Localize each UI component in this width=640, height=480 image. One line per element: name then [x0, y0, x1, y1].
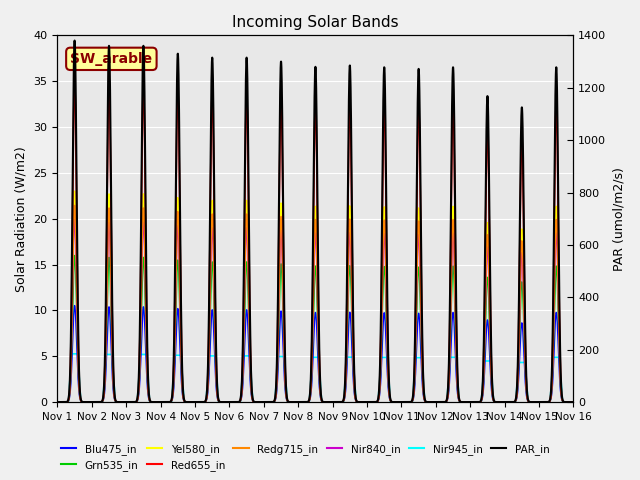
Title: Incoming Solar Bands: Incoming Solar Bands [232, 15, 399, 30]
Blu475_in [164, 399, 172, 405]
Blu475_in [387, 398, 394, 404]
Line: Nir840_in: Nir840_in [58, 220, 573, 402]
Nir840_in [460, 399, 468, 405]
Nir840_in [387, 398, 394, 404]
Blu475_in [460, 399, 468, 405]
Nir945_in [54, 399, 61, 405]
Redg715_in [570, 399, 577, 405]
Redg715_in [159, 399, 166, 405]
Nir840_in [570, 399, 577, 405]
Grn535_in [159, 399, 166, 405]
Y-axis label: PAR (umol/m2/s): PAR (umol/m2/s) [612, 167, 625, 271]
Grn535_in [71, 252, 79, 258]
Red655_in [54, 399, 61, 405]
Redg715_in [460, 399, 468, 405]
Nir840_in [159, 399, 166, 405]
Red655_in [71, 77, 79, 83]
Redg715_in [54, 399, 61, 405]
Grn535_in [164, 399, 172, 405]
Line: Red655_in: Red655_in [58, 80, 573, 402]
Nir840_in [247, 376, 255, 382]
Blu475_in [247, 385, 255, 391]
Blu475_in [159, 399, 166, 405]
Nir840_in [54, 399, 61, 405]
PAR_in [71, 38, 79, 44]
Line: Grn535_in: Grn535_in [58, 255, 573, 402]
PAR_in [460, 399, 468, 405]
Nir945_in [460, 399, 468, 405]
Redg715_in [164, 399, 172, 405]
Yel580_in [460, 399, 468, 405]
Yel580_in [159, 399, 166, 405]
Yel580_in [54, 399, 61, 405]
Nir945_in [247, 367, 255, 372]
Line: Yel580_in: Yel580_in [58, 191, 573, 402]
Red655_in [247, 359, 255, 364]
Red655_in [159, 399, 166, 405]
Grn535_in [460, 399, 468, 405]
Redg715_in [71, 203, 79, 208]
Nir945_in [68, 351, 76, 357]
Red655_in [570, 399, 577, 405]
Yel580_in [247, 378, 255, 384]
Nir840_in [568, 399, 575, 405]
Line: Nir945_in: Nir945_in [58, 354, 573, 402]
Nir945_in [387, 399, 394, 405]
PAR_in [159, 399, 166, 405]
Yel580_in [570, 399, 577, 405]
PAR_in [387, 396, 394, 402]
Yel580_in [568, 399, 575, 405]
PAR_in [164, 399, 172, 405]
PAR_in [570, 399, 577, 405]
Redg715_in [387, 397, 394, 403]
Nir945_in [570, 399, 577, 405]
Grn535_in [54, 399, 61, 405]
Legend: Blu475_in, Grn535_in, Yel580_in, Red655_in, Redg715_in, Nir840_in, Nir945_in, PA: Blu475_in, Grn535_in, Yel580_in, Red655_… [56, 439, 554, 475]
Yel580_in [387, 398, 394, 404]
Yel580_in [71, 188, 79, 194]
Line: PAR_in: PAR_in [58, 41, 573, 402]
Redg715_in [568, 399, 575, 405]
Blu475_in [570, 399, 577, 405]
Nir945_in [159, 399, 166, 405]
Nir945_in [568, 399, 575, 405]
Grn535_in [387, 397, 394, 403]
Nir945_in [164, 399, 172, 405]
Line: Blu475_in: Blu475_in [58, 306, 573, 402]
Text: SW_arable: SW_arable [70, 52, 152, 66]
Grn535_in [568, 399, 575, 405]
PAR_in [54, 399, 61, 405]
Redg715_in [247, 374, 255, 380]
Line: Redg715_in: Redg715_in [58, 205, 573, 402]
Blu475_in [71, 303, 79, 309]
Blu475_in [54, 399, 61, 405]
PAR_in [247, 354, 255, 360]
Red655_in [164, 399, 172, 405]
Red655_in [460, 399, 468, 405]
Grn535_in [247, 378, 255, 384]
Red655_in [387, 396, 394, 402]
Grn535_in [570, 399, 577, 405]
Y-axis label: Solar Radiation (W/m2): Solar Radiation (W/m2) [15, 146, 28, 291]
Yel580_in [164, 399, 172, 405]
Nir840_in [164, 399, 172, 405]
Red655_in [568, 399, 575, 405]
Nir840_in [71, 217, 79, 223]
Blu475_in [568, 399, 575, 405]
PAR_in [568, 399, 575, 405]
